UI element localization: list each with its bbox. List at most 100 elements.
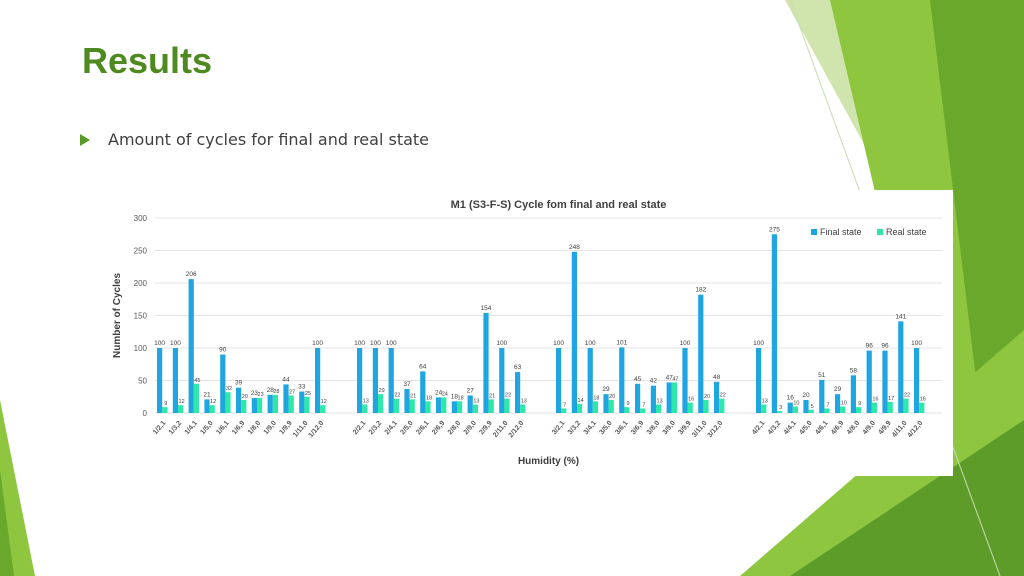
x-tick-label: 3/2,1: [551, 420, 566, 437]
data-label-real: 17: [888, 396, 894, 402]
bar-real-state: [671, 382, 677, 413]
data-label-final: 29: [602, 386, 610, 393]
bar-real-state: [162, 407, 168, 413]
x-tick-label: 4/11,0: [891, 420, 909, 439]
data-label-final: 96: [866, 343, 874, 350]
data-label-real: 12: [179, 399, 185, 405]
bar-final-state: [499, 348, 505, 413]
bar-final-state: [404, 388, 410, 413]
x-tick-label: 1/9,0: [263, 420, 278, 437]
data-label-final: 24: [435, 389, 443, 396]
data-label-final: 182: [695, 287, 706, 294]
bar-final-state: [283, 384, 289, 413]
bar-real-state: [624, 407, 630, 413]
data-label-final: 64: [419, 363, 427, 370]
bar-real-state: [577, 403, 583, 413]
bar-final-state: [299, 391, 305, 413]
data-label-final: 16: [787, 395, 795, 402]
x-tick-label: 2/12,0: [508, 420, 526, 439]
x-tick-label: 1/6,1: [215, 420, 230, 437]
bar-real-state: [488, 399, 494, 413]
x-tick-label: 2/6,9: [431, 420, 446, 437]
data-label-final: 100: [911, 340, 922, 347]
bar-real-state: [903, 398, 909, 413]
bar-real-state: [425, 401, 431, 413]
x-tick-label: 3/4,1: [583, 420, 598, 437]
bar-real-state: [656, 404, 662, 413]
x-tick-label: 1/12,0: [308, 420, 326, 439]
x-tick-label: 3/11,0: [691, 420, 709, 439]
data-label-real: 20: [242, 394, 248, 400]
data-label-real: 27: [289, 389, 295, 395]
data-label-real: 22: [394, 393, 400, 399]
data-label-final: 48: [713, 374, 721, 381]
chart-panel: M1 (S3-F-S) Cycle fom final and real sta…: [97, 190, 953, 476]
legend-label-real: Real state: [886, 227, 927, 237]
bar-final-state: [220, 354, 226, 413]
bar-real-state: [592, 401, 598, 413]
y-tick-label: 150: [134, 312, 148, 321]
x-tick-label: 3/9,0: [662, 420, 677, 437]
bar-final-state: [587, 348, 593, 413]
bullet-text: Amount of cycles for final and real stat…: [108, 130, 430, 149]
bar-real-state: [703, 400, 709, 413]
data-label-real: 29: [379, 388, 385, 394]
bar-final-state: [388, 348, 394, 413]
bar-final-state: [619, 347, 625, 413]
data-label-final: 100: [312, 340, 323, 347]
data-label-real: 22: [720, 393, 726, 399]
data-label-final: 100: [154, 340, 165, 347]
y-tick-label: 0: [143, 409, 148, 418]
data-label-real: 20: [704, 394, 710, 400]
bar-real-state: [272, 394, 278, 413]
x-tick-label: 2/5,0: [399, 420, 414, 437]
bar-final-state: [236, 387, 242, 413]
data-label-real: 5: [811, 404, 814, 410]
bar-real-state: [520, 404, 526, 413]
bar-real-state: [257, 398, 263, 413]
bar-final-state: [635, 383, 641, 413]
bar-final-state: [467, 395, 473, 413]
x-tick-label: 2/6,1: [415, 420, 430, 437]
data-label-final: 51: [818, 372, 826, 379]
bar-final-state: [850, 375, 856, 413]
data-label-final: 206: [186, 271, 197, 278]
x-tick-label: 3/12,0: [707, 420, 725, 439]
data-label-real: 10: [841, 401, 847, 407]
x-tick-label: 1/4,1: [184, 420, 199, 437]
x-tick-label: 1/5,0: [199, 420, 214, 437]
legend-swatch-real: [877, 229, 883, 235]
bullet-item: Amount of cycles for final and real stat…: [80, 130, 429, 149]
data-label-final: 44: [282, 376, 290, 383]
data-label-real: 12: [210, 399, 216, 405]
bar-chart: M1 (S3-F-S) Cycle fom final and real sta…: [112, 199, 942, 467]
data-label-final: 37: [403, 381, 411, 388]
data-label-final: 21: [203, 391, 211, 398]
data-label-final: 33: [298, 384, 306, 391]
bar-real-state: [362, 404, 368, 413]
bar-real-state: [887, 401, 893, 413]
legend-swatch-final: [811, 229, 817, 235]
x-tick-label: 1/3,2: [168, 420, 183, 437]
data-label-real: 25: [305, 391, 311, 397]
x-tick-label: 4/6,9: [830, 420, 845, 437]
bar-final-state: [914, 348, 920, 413]
data-label-real: 3: [779, 405, 782, 411]
bar-real-state: [304, 396, 310, 413]
bar-final-state: [835, 394, 841, 413]
data-label-real: 9: [164, 401, 167, 407]
x-tick-label: 4/5,0: [798, 420, 813, 437]
data-label-real: 13: [473, 399, 479, 405]
y-tick-label: 250: [134, 247, 148, 256]
data-label-final: 47: [666, 374, 674, 381]
bar-real-state: [504, 398, 510, 413]
bar-final-state: [787, 402, 793, 413]
data-label-real: 13: [363, 399, 369, 405]
data-label-final: 28: [267, 387, 275, 394]
data-label-final: 45: [634, 376, 642, 383]
x-tick-label: 4/9,0: [862, 420, 877, 437]
bar-real-state: [209, 405, 215, 413]
data-label-final: 141: [895, 313, 906, 320]
y-tick-label: 50: [138, 377, 147, 386]
bar-real-state: [808, 409, 814, 413]
